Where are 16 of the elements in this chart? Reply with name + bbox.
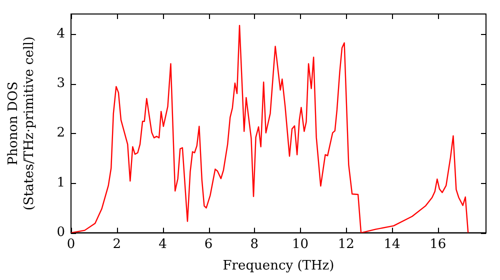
x-tick-label: 14 — [384, 236, 400, 252]
x-axis-title: Frequency (THz) — [222, 258, 334, 274]
x-tick-label: 4 — [158, 236, 167, 252]
y-axis-title: Phonon DOS (States/THz·primitive cell) — [6, 36, 37, 210]
x-tick-label: 6 — [204, 236, 213, 252]
x-tick-label: 10 — [292, 236, 309, 252]
y-tick-label: 0 — [56, 225, 65, 240]
y-tick-label: 4 — [56, 26, 65, 42]
y-tick-label: 3 — [56, 76, 65, 91]
x-tick-label: 0 — [66, 236, 76, 252]
y-tick-label: 1 — [56, 175, 65, 190]
y-tick-label: 2 — [56, 126, 65, 141]
x-tick-label: 2 — [112, 236, 121, 252]
x-tick-label: 12 — [338, 236, 354, 252]
x-tick-label: 8 — [250, 236, 259, 252]
x-tick-label: 16 — [430, 236, 446, 252]
